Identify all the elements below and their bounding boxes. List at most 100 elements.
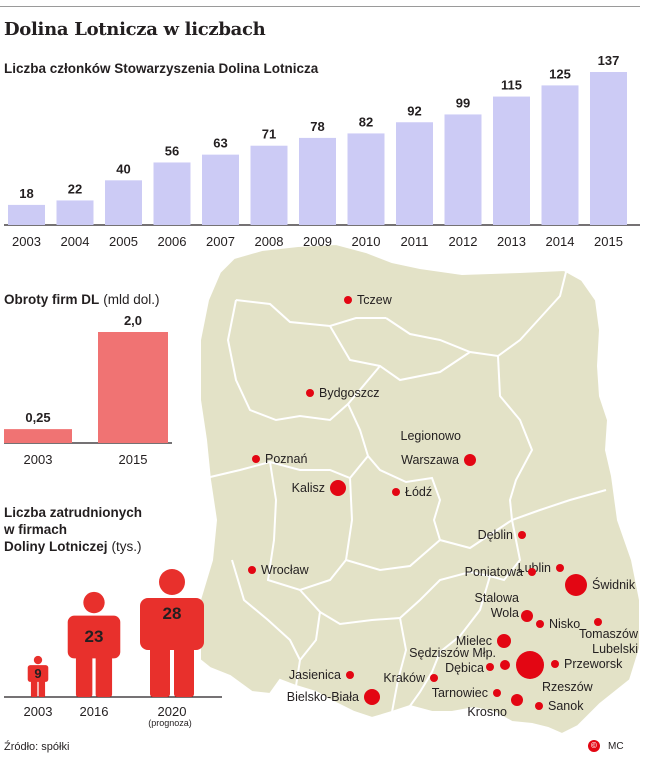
revenue-chart: Obroty firm DL (mld dol.) 0,25 2003 2,0 2015 bbox=[4, 292, 172, 467]
revenue-bar-2003 bbox=[4, 429, 72, 443]
city-label-debica: Dębica bbox=[445, 661, 484, 675]
employees-year-2020: 2020 bbox=[158, 704, 187, 719]
city-label-rzeszow: Rzeszów bbox=[542, 680, 594, 694]
revenue-value-2003: 0,25 bbox=[25, 410, 50, 425]
members-bar-2009 bbox=[299, 137, 336, 225]
employees-title-line-1: Liczba zatrudnionych bbox=[4, 505, 142, 520]
city-label-poniatowa: Poniatowa bbox=[465, 565, 523, 579]
employees-year-2003: 2003 bbox=[24, 704, 53, 719]
city-dot-poznan bbox=[252, 455, 260, 463]
city-label-deblin: Dęblin bbox=[478, 528, 513, 542]
city-label-tarnowiec: Tarnowiec bbox=[432, 686, 488, 700]
city-dot-krakow bbox=[430, 674, 438, 682]
city-label-sanok: Sanok bbox=[548, 699, 584, 713]
page-title: Dolina Lotnicza w liczbach bbox=[4, 19, 266, 40]
city-label-tczew: Tczew bbox=[357, 293, 393, 307]
city-dot-kalisz bbox=[330, 480, 346, 496]
members-year-2007: 2007 bbox=[206, 234, 235, 249]
revenue-year-2015: 2015 bbox=[119, 452, 148, 467]
city-dot-bydgoszcz bbox=[306, 389, 314, 397]
city-dot-krosno bbox=[511, 694, 523, 706]
members-value-2003: 18 bbox=[19, 186, 33, 201]
top-rule bbox=[0, 6, 640, 7]
revenue-year-2003: 2003 bbox=[24, 452, 53, 467]
credit: © MC bbox=[588, 740, 624, 752]
city-dot-bielsko-biala bbox=[364, 689, 380, 705]
city-dot-swidnik bbox=[565, 574, 587, 596]
members-value-2012: 99 bbox=[456, 95, 470, 110]
employees-title-line-3: Doliny Lotniczej (tys.) bbox=[4, 539, 142, 554]
city-dot-mielec bbox=[497, 634, 511, 648]
members-bar-2004 bbox=[56, 200, 94, 225]
members-value-2011: 92 bbox=[407, 103, 421, 118]
copyright-icon: © bbox=[588, 740, 600, 752]
city-dot-poniatowa bbox=[528, 568, 536, 576]
members-value-2005: 40 bbox=[116, 161, 130, 176]
city-label-sedziszow-mlp: Sędziszów Młp. bbox=[409, 646, 496, 660]
members-year-2004: 2004 bbox=[61, 234, 90, 249]
members-bar-2010 bbox=[347, 133, 385, 225]
employees-chart: Liczba zatrudnionych w firmach Doliny Lotn… bbox=[3, 505, 222, 728]
city-dot-warszawa bbox=[464, 454, 476, 466]
members-bar-2011 bbox=[396, 122, 433, 225]
members-value-2004: 22 bbox=[68, 181, 82, 196]
city-dot-przeworsk bbox=[551, 660, 559, 668]
city-dot-wroclaw bbox=[248, 566, 256, 574]
city-label-jasienica: Jasienica bbox=[289, 668, 341, 682]
source-note: Źródło: spółki bbox=[4, 741, 70, 753]
city-dot-sanok bbox=[535, 702, 543, 710]
members-year-2008: 2008 bbox=[255, 234, 284, 249]
members-bar-2013 bbox=[493, 96, 530, 226]
members-bar-2008 bbox=[250, 145, 288, 225]
members-year-2013: 2013 bbox=[497, 234, 526, 249]
city-label-kalisz: Kalisz bbox=[292, 481, 325, 495]
city-dot-tomaszow-lubelski bbox=[594, 618, 602, 626]
employees-figure-2003 bbox=[27, 655, 49, 697]
members-year-2015: 2015 bbox=[594, 234, 623, 249]
members-bar-2014 bbox=[541, 85, 579, 225]
members-value-2006: 56 bbox=[165, 143, 179, 158]
city-label-swidnik: Świdnik bbox=[592, 577, 636, 592]
revenue-value-2015: 2,0 bbox=[124, 313, 142, 328]
members-year-2006: 2006 bbox=[158, 234, 187, 249]
employees-figure-2020 bbox=[140, 569, 204, 697]
members-year-2005: 2005 bbox=[109, 234, 138, 249]
city-dot-deblin bbox=[518, 531, 526, 539]
city-label-tomaszow-lubelski: Tomaszów Lubelski bbox=[579, 627, 639, 656]
voivodeship-borders bbox=[205, 271, 607, 713]
employees-figure-2016 bbox=[67, 591, 121, 697]
members-bar-2015 bbox=[590, 72, 627, 225]
city-label-krakow: Kraków bbox=[383, 671, 426, 685]
members-year-2012: 2012 bbox=[449, 234, 478, 249]
city-label-lodz: Łódź bbox=[405, 485, 432, 499]
city-label-bielsko-biala: Bielsko-Biała bbox=[287, 690, 359, 704]
city-label-wroclaw: Wrocław bbox=[261, 563, 310, 577]
members-value-2008: 71 bbox=[262, 127, 276, 142]
members-year-2009: 2009 bbox=[303, 234, 332, 249]
members-year-2014: 2014 bbox=[546, 234, 575, 249]
members-value-2010: 82 bbox=[359, 114, 373, 129]
city-label-mielec: Mielec bbox=[456, 634, 492, 648]
members-year-2011: 2011 bbox=[401, 234, 429, 249]
revenue-chart-title: Obroty firm DL (mld dol.) bbox=[4, 292, 160, 307]
employees-year-2016: 2016 bbox=[80, 704, 109, 719]
members-bar-2005 bbox=[105, 180, 142, 225]
city-dot-rzeszow bbox=[516, 651, 544, 679]
employees-note-2020: (prognoza) bbox=[148, 718, 192, 728]
members-bar-2003 bbox=[8, 204, 45, 225]
city-label-krosno: Krosno bbox=[467, 705, 507, 719]
city-dot-stalowa-wola bbox=[521, 610, 533, 622]
city-dot-jasienica bbox=[346, 671, 354, 679]
city-dot-lodz bbox=[392, 488, 400, 496]
city-label-nisko: Nisko bbox=[549, 617, 580, 631]
members-chart: 18 2003 22 2004 40 2005 56 2006 63 2007 71 2008 78 20… bbox=[4, 53, 640, 249]
members-bar-2006 bbox=[153, 162, 191, 225]
members-year-2010: 2010 bbox=[352, 234, 381, 249]
members-value-2007: 63 bbox=[213, 136, 227, 151]
revenue-bar-2015 bbox=[98, 332, 168, 443]
map-cities: Tczew Bydgoszcz Legionowo Warszawa Poznań Kal… bbox=[248, 293, 639, 719]
city-label-przeworsk: Przeworsk bbox=[564, 657, 623, 671]
city-dot-tczew bbox=[344, 296, 352, 304]
